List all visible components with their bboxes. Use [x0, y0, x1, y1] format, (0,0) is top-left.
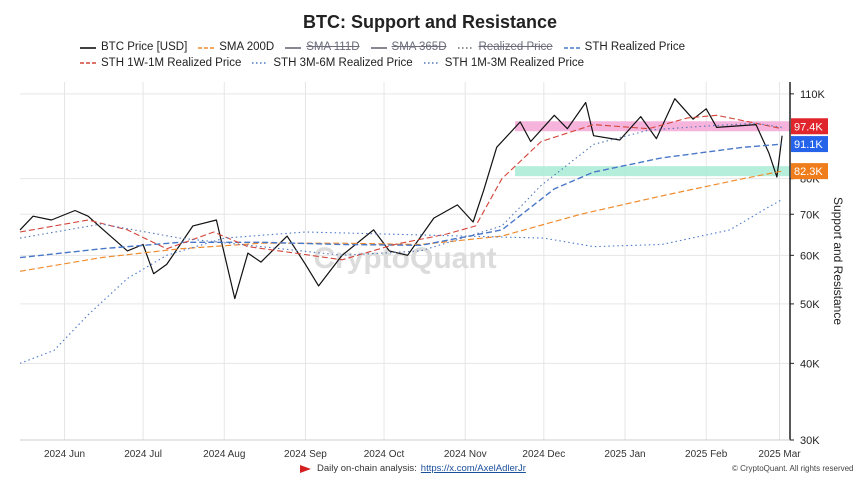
x-tick-label: 2024 Oct — [364, 449, 405, 460]
legend-swatch — [198, 46, 215, 49]
legend-item[interactable]: STH 3M-6M Realized Price — [252, 56, 413, 71]
legend-label: STH 3M-6M Realized Price — [273, 56, 413, 69]
value-label-text: 82.3K — [794, 166, 823, 178]
value-label: 97.4K — [791, 118, 828, 135]
y-tick-label: 40K — [800, 358, 820, 370]
value-label-text: 97.4K — [794, 121, 823, 133]
y-tick-label: 50K — [800, 299, 820, 311]
legend-item[interactable]: STH 1M-3M Realized Price — [423, 56, 585, 71]
legend-label: Realized Price — [478, 41, 553, 53]
legend-label: SMA 111D — [306, 41, 360, 53]
footer-link[interactable]: https://x.com/AxelAdlerJr — [420, 463, 526, 474]
y-tick-label: 60K — [800, 250, 820, 262]
legend-item[interactable]: SMA 200D — [198, 40, 274, 55]
series-line-8 — [19, 122, 783, 256]
series-line-6 — [19, 114, 783, 261]
copyright-text: © CryptoQuant. All rights reserved — [732, 464, 854, 473]
series-line-5 — [19, 143, 783, 259]
legend-item[interactable]: Realized Price — [457, 40, 553, 55]
legend-label: STH Realized Price — [584, 41, 686, 53]
legend-item[interactable]: STH Realized Price — [563, 40, 686, 55]
legend-item[interactable]: SMA 365D — [370, 40, 447, 55]
watermark-text: CryptoQuant — [313, 242, 496, 275]
x-tick-label: 2024 Dec — [522, 449, 565, 460]
y-tick-label: 110K — [800, 89, 826, 101]
value-label-text: 91.1K — [794, 139, 823, 151]
series-line-0 — [19, 98, 783, 300]
legend-item[interactable]: BTC Price [USD] — [80, 40, 187, 55]
legend-swatch — [563, 46, 580, 49]
legend-swatch — [80, 62, 96, 64]
zone-resistance — [515, 121, 790, 132]
chart-title: BTC: Support and Resistance — [302, 12, 558, 32]
legend-swatch — [285, 46, 302, 49]
x-tick-label: 2024 Nov — [444, 449, 487, 460]
legend-label: SMA 200D — [219, 41, 275, 53]
y-tick-label: 70K — [800, 209, 820, 221]
footer: Daily on-chain analysis: https://x.com/A… — [300, 463, 526, 474]
legend-item[interactable]: SMA 111D — [285, 40, 360, 55]
y-tick-label: 30K — [800, 435, 820, 447]
legend-item[interactable]: STH 1W-1M Realized Price — [80, 56, 241, 71]
series-line-7 — [19, 199, 783, 364]
value-label: 91.1K — [791, 136, 828, 153]
value-label-bg — [791, 163, 828, 180]
legend-label: STH 1W-1M Realized Price — [101, 56, 242, 69]
value-label-bg — [791, 118, 828, 135]
value-label: 82.3K — [791, 163, 828, 180]
x-tick-label: 2025 Mar — [758, 449, 801, 460]
y-axis-title: Support and Resistance — [831, 197, 845, 325]
x-tick-label: 2025 Jan — [604, 449, 645, 460]
legend-label: SMA 365D — [391, 41, 447, 53]
legend-label: BTC Price [USD] — [101, 41, 188, 53]
x-tick-label: 2024 Jul — [124, 449, 162, 460]
chart-legend: BTC Price [USD] SMA 200D SMA 111D SMA 365D R… — [80, 40, 840, 71]
zone-support — [515, 166, 790, 177]
x-tick-label: 2024 Sep — [284, 449, 327, 460]
legend-swatch — [252, 62, 269, 64]
flag-icon — [300, 464, 311, 473]
x-tick-label: 2024 Jun — [44, 449, 85, 460]
legend-swatch — [80, 46, 96, 49]
legend-swatch — [423, 62, 440, 64]
legend-swatch — [370, 46, 387, 49]
x-tick-label: 2025 Feb — [685, 449, 728, 460]
footer-text: Daily on-chain analysis: — [317, 463, 417, 474]
x-tick-label: 2024 Aug — [203, 449, 245, 460]
legend-swatch — [457, 46, 474, 49]
value-label-bg — [791, 136, 828, 153]
legend-label: STH 1M-3M Realized Price — [444, 56, 585, 69]
series-line-1 — [19, 170, 783, 272]
